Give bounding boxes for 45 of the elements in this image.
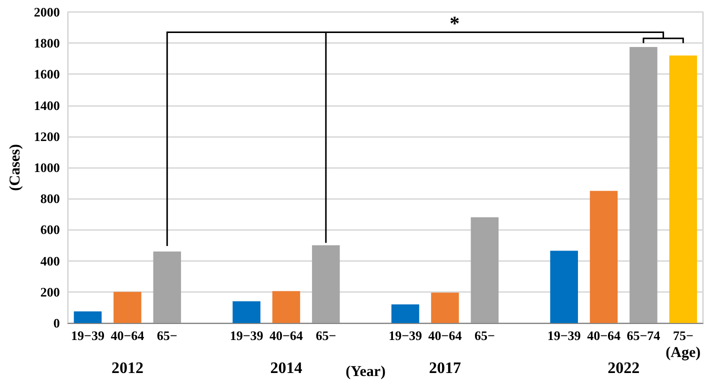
text: 2012: [111, 360, 144, 377]
x-tick-label: 40−64: [110, 328, 145, 343]
x-tick-label: 19−39: [547, 328, 582, 343]
x-tick-label: 75−: [672, 328, 694, 343]
bar: [272, 291, 300, 323]
text: 2017: [428, 360, 461, 377]
annotation: *: [450, 13, 460, 36]
text: 2022: [608, 360, 640, 377]
y-tick-label: 0: [53, 316, 60, 330]
y-tick-label: 1800: [34, 36, 60, 51]
y-tick-label: 1200: [34, 128, 60, 144]
x-tick-label: 40−64: [587, 328, 621, 343]
y-axis-title: (Cases): [8, 144, 24, 191]
bar: [391, 304, 420, 323]
bar: [312, 245, 340, 323]
y-tick-label: 1000: [34, 160, 60, 175]
y-tick-label: 400: [40, 253, 60, 268]
x-tick-label: 65−: [156, 328, 178, 343]
x-tick-label: 19−39: [71, 328, 105, 343]
y-tick-label: 1600: [34, 66, 60, 82]
y-tick-label: 800: [40, 191, 60, 206]
y-tick-label: 200: [40, 284, 60, 300]
x-tick-label: 40−64: [428, 328, 462, 343]
bar: [630, 46, 658, 323]
text: (Age): [666, 345, 701, 361]
x-tick-label: 65−: [474, 328, 495, 343]
bar: [232, 301, 260, 323]
text: 2014: [270, 360, 302, 377]
x-tick-label: 40−64: [270, 328, 304, 343]
y-tick-label: 2000: [34, 4, 60, 20]
bar: [431, 292, 459, 323]
x-axis-title: (Year): [346, 364, 386, 380]
bar: [153, 251, 182, 323]
x-tick-label: 65−: [316, 328, 336, 343]
x-tick-label: 19−39: [388, 328, 422, 343]
y-tick-label: 1400: [34, 98, 60, 113]
bar: [590, 190, 618, 323]
y-tick-label: 600: [40, 222, 60, 238]
bar: [114, 292, 142, 323]
x-tick-label: 65−74: [626, 328, 661, 343]
bar: [470, 217, 499, 323]
bar: [550, 250, 578, 323]
x-tick-label: 19−39: [230, 328, 264, 343]
bar: [669, 56, 698, 323]
bar: [74, 311, 102, 323]
